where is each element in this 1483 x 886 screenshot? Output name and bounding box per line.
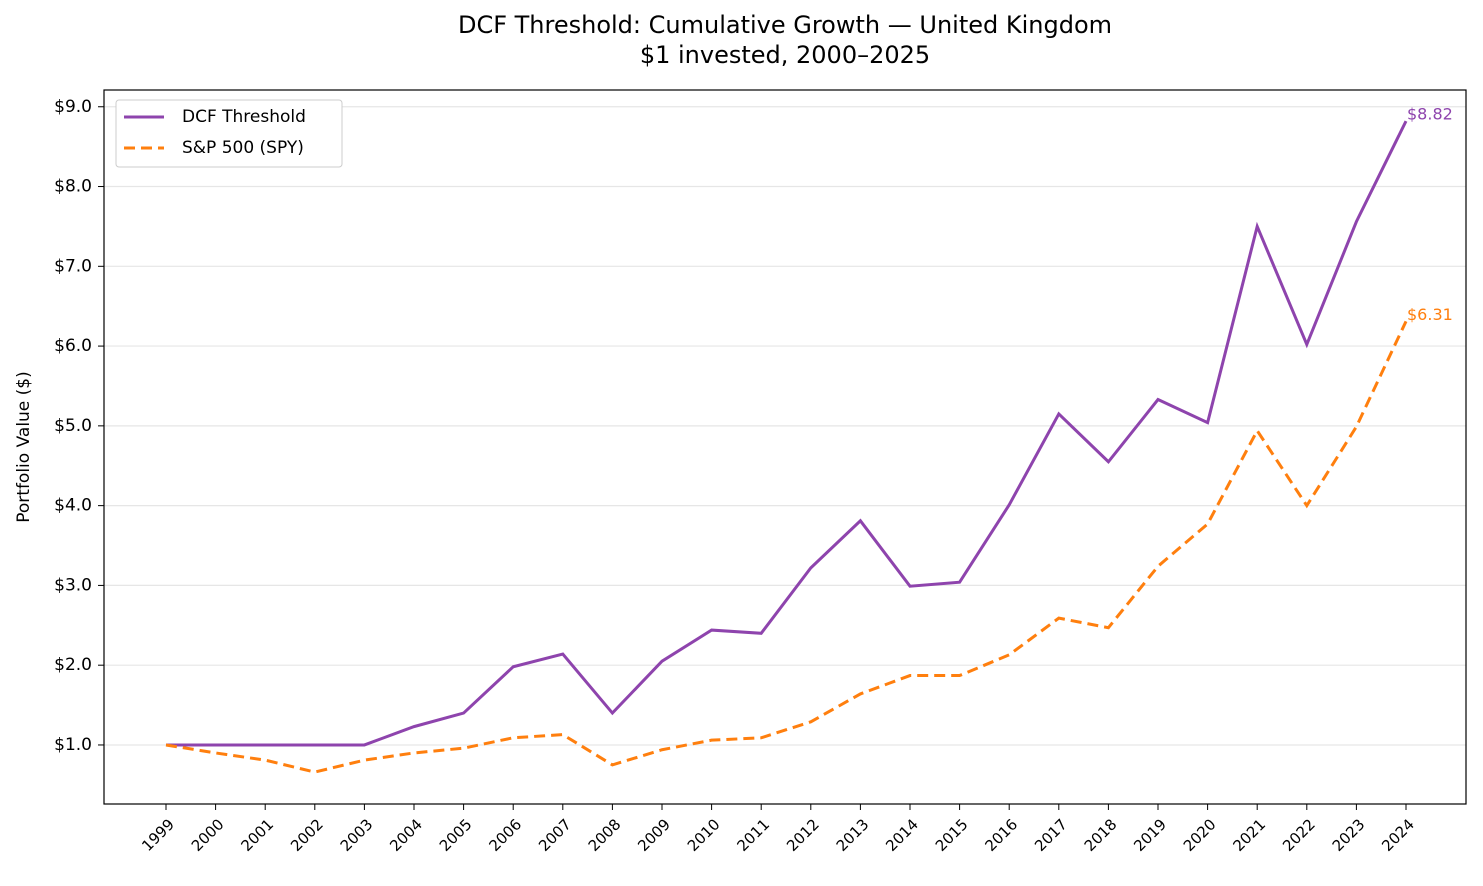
- y-tick-label: $7.0: [54, 256, 92, 276]
- x-tick-label: 2007: [535, 815, 575, 855]
- y-tick-label: $9.0: [54, 97, 92, 117]
- x-tick-label: 2011: [733, 815, 773, 855]
- legend-label: DCF Threshold: [182, 107, 306, 127]
- x-tick-label: 2000: [188, 815, 228, 855]
- x-tick-label: 2015: [932, 815, 972, 855]
- line-series: [166, 120, 1408, 747]
- x-tick-label: 2022: [1279, 815, 1319, 855]
- x-tick-label: 2009: [634, 815, 674, 855]
- x-tick-label: 2014: [882, 815, 922, 855]
- x-tick-label: 1999: [138, 815, 178, 855]
- chart-subtitle: $1 invested, 2000–2025: [640, 41, 930, 69]
- y-tick-label: $5.0: [54, 416, 92, 436]
- value-label: $6.31: [1407, 305, 1453, 324]
- x-tick-label: 2005: [436, 815, 476, 855]
- x-tick-label: 2006: [485, 815, 525, 855]
- y-tick-label: $6.0: [54, 336, 92, 356]
- x-tick-label: 2024: [1378, 815, 1418, 855]
- y-tick-label: $8.0: [54, 177, 92, 197]
- legend-label: S&P 500 (SPY): [182, 138, 304, 158]
- x-tick-label: 2023: [1329, 815, 1369, 855]
- x-tick-label: 2020: [1180, 815, 1220, 855]
- y-tick-label: $4.0: [54, 496, 92, 516]
- x-tick-label: 2002: [287, 815, 327, 855]
- x-tick-label: 2016: [981, 815, 1021, 855]
- legend-box: [115, 99, 343, 168]
- line-series: [165, 320, 1408, 774]
- x-tick-label: 2017: [1031, 815, 1071, 855]
- x-tick-label: 2008: [585, 815, 625, 855]
- y-tick-label: $3.0: [54, 575, 92, 595]
- x-tick-label: 2003: [337, 815, 377, 855]
- chart-title: DCF Threshold: Cumulative Growth — Unite…: [458, 11, 1112, 39]
- value-label: $8.82: [1407, 105, 1453, 124]
- x-tick-label: 2018: [1081, 815, 1121, 855]
- x-tick-label: 2001: [237, 815, 277, 855]
- x-tick-label: 2012: [783, 815, 823, 855]
- plot-frame: [103, 89, 1467, 805]
- y-tick-label: $1.0: [54, 735, 92, 755]
- x-tick-label: 2021: [1229, 815, 1269, 855]
- x-tick-label: 2019: [1130, 815, 1170, 855]
- x-tick-label: 2013: [833, 815, 873, 855]
- x-tick-label: 2004: [386, 815, 426, 855]
- x-tick-label: 2010: [684, 815, 724, 855]
- y-tick-label: $2.0: [54, 655, 92, 675]
- y-axis-label: Portfolio Value ($): [14, 371, 34, 523]
